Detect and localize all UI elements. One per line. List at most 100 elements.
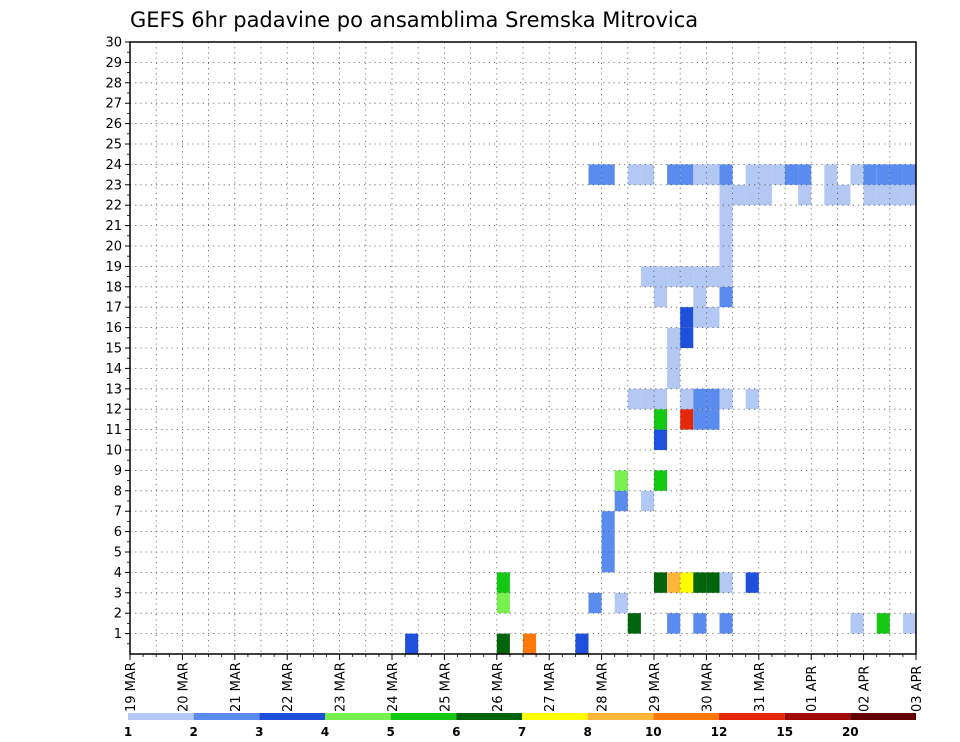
legend-swatch [653, 713, 719, 720]
heatmap-cell [824, 184, 838, 206]
heatmap-cell [680, 388, 694, 410]
heatmap-cell [680, 266, 694, 287]
x-tick-label: 30 MAR [700, 662, 715, 712]
heatmap-cell [614, 592, 628, 614]
y-tick-label: 3 [114, 586, 122, 601]
y-tick-label: 16 [105, 321, 122, 336]
heatmap-cell [640, 164, 654, 185]
chart-title: GEFS 6hr padavine po ansamblima Sremska … [130, 8, 698, 32]
y-tick-label: 2 [114, 607, 122, 622]
heatmap-cell [654, 429, 668, 450]
heatmap-cell [889, 184, 903, 206]
heatmap-cell [902, 164, 916, 185]
legend-label: 1 [124, 725, 132, 739]
heatmap-cell [654, 388, 668, 410]
heatmap-cell [627, 388, 641, 410]
legend-label: 20 [842, 725, 859, 739]
y-tick-label: 21 [105, 219, 122, 234]
heatmap-cell [889, 164, 903, 185]
y-tick-label: 5 [114, 546, 122, 561]
legend-swatch [587, 713, 654, 720]
heatmap-cell [693, 307, 707, 328]
legend-label: 8 [584, 725, 592, 739]
legend-label: 2 [190, 725, 198, 739]
y-tick-label: 18 [105, 280, 122, 295]
heatmap-cell [850, 164, 864, 185]
legend-swatch [522, 713, 588, 720]
y-tick-label: 11 [105, 423, 122, 438]
y-tick-label: 28 [105, 76, 122, 91]
legend-label: 15 [776, 725, 793, 739]
heatmap-cell [640, 266, 654, 287]
legend-label: 3 [255, 725, 263, 739]
heatmap-cell [601, 164, 615, 185]
heatmap-cell [496, 592, 510, 614]
x-tick-label: 24 MAR [386, 662, 401, 712]
heatmap-cell [601, 552, 615, 573]
heatmap-cell [876, 184, 890, 206]
heatmap-cell [719, 205, 733, 226]
x-tick-label: 21 MAR [229, 662, 244, 712]
heatmap-cell [654, 572, 668, 593]
heatmap-cell [614, 490, 628, 512]
heatmap-cell [719, 225, 733, 246]
x-tick-label: 01 APR [805, 666, 820, 712]
x-tick-label: 29 MAR [648, 662, 663, 712]
heatmap-cell [667, 164, 681, 185]
heatmap-cell [758, 164, 772, 185]
legend-label: 12 [711, 725, 728, 739]
heatmap-cell [745, 164, 759, 185]
y-tick-label: 22 [105, 199, 122, 214]
x-tick-label: 25 MAR [438, 662, 453, 712]
heatmap-cell [745, 572, 759, 593]
heatmap-cell [405, 633, 419, 654]
heatmap-cell [719, 184, 733, 206]
heatmap-cell [706, 266, 720, 287]
heatmap-cell [706, 388, 720, 410]
heatmap-cell [575, 633, 589, 654]
y-tick-label: 30 [105, 36, 122, 51]
heatmap-cell [680, 409, 694, 430]
heatmap-cell [680, 307, 694, 328]
heatmap-cell [614, 470, 628, 491]
heatmap-cell [706, 409, 720, 430]
legend-label: 7 [518, 725, 526, 739]
color-legend: 1 2 3 4 5 6 7 8 10 12 15 20 [124, 713, 916, 739]
heatmap-cell [496, 633, 510, 654]
heatmap-cell [667, 348, 681, 369]
heatmap-cell [667, 572, 681, 593]
heatmap-cell [496, 572, 510, 593]
x-tick-label: 27 MAR [543, 662, 558, 712]
y-tick-label: 17 [105, 301, 122, 316]
y-tick-label: 9 [114, 464, 122, 479]
heatmap-cell [706, 572, 720, 593]
heatmap-cell [667, 266, 681, 287]
y-tick-label: 19 [105, 260, 122, 275]
heatmap-cell [758, 184, 772, 206]
heatmap-cell [693, 266, 707, 287]
y-tick-label: 26 [105, 117, 122, 132]
heatmap-cell [601, 511, 615, 532]
heatmap-cell [588, 592, 602, 614]
heatmap-cell [667, 613, 681, 634]
x-tick-label: 19 MAR [124, 662, 139, 712]
x-axis: 19 MAR 20 MAR 21 MAR 22 MAR 23 MAR 24 MAR 25 M… [124, 654, 925, 712]
heatmap-cell [837, 184, 851, 206]
heatmap-cell [640, 388, 654, 410]
heatmap-cell [680, 572, 694, 593]
heatmap-cell [706, 164, 720, 185]
heatmap-cell [680, 164, 694, 185]
legend-swatch [325, 713, 391, 720]
legend-label: 5 [387, 725, 395, 739]
heatmap-cell [693, 409, 707, 430]
heatmap-cell [902, 184, 916, 206]
heatmap-cell [745, 184, 759, 206]
heatmap-cells [405, 164, 916, 654]
heatmap-cell [719, 388, 733, 410]
y-tick-label: 1 [114, 627, 122, 642]
heatmap-cell [601, 531, 615, 552]
x-tick-label: 23 MAR [334, 662, 349, 712]
legend-swatch [784, 713, 851, 720]
legend-swatch [193, 713, 260, 720]
heatmap-cell [876, 164, 890, 185]
